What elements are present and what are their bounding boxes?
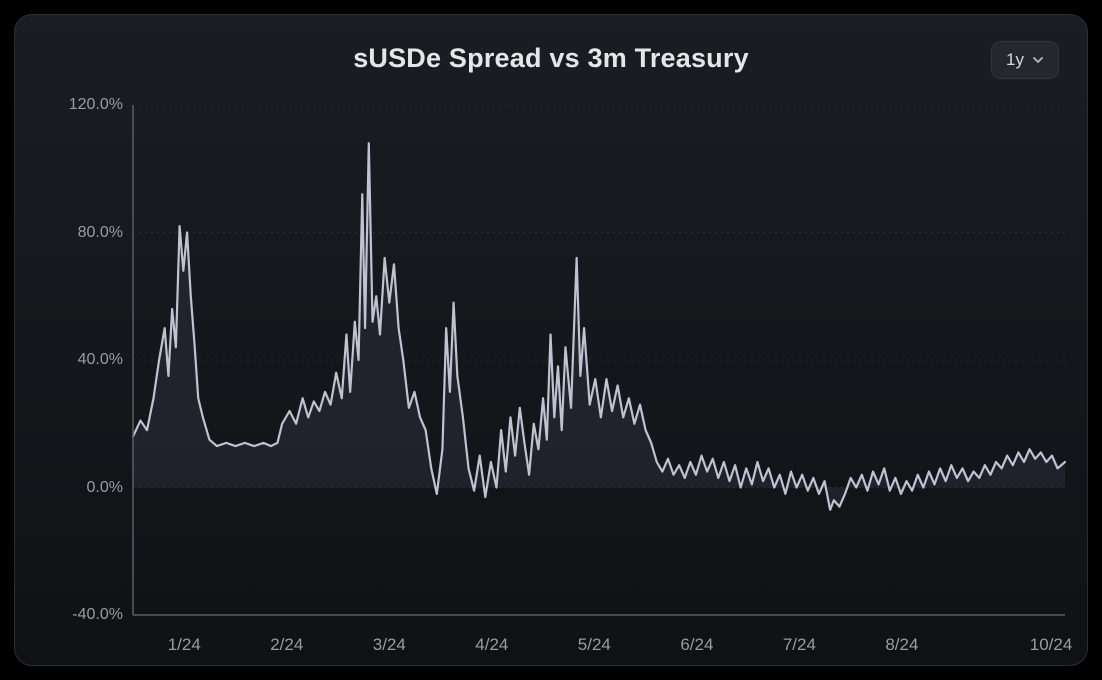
x-tick-label: 7/24 [783, 635, 816, 655]
chevron-down-icon [1032, 54, 1044, 66]
chart-title: sUSDe Spread vs 3m Treasury [353, 43, 749, 74]
x-tick-label: 6/24 [680, 635, 713, 655]
plot-area: -40.0%0.0%40.0%80.0%120.0% 1/242/243/244… [15, 105, 1087, 655]
chart-card: sUSDe Spread vs 3m Treasury 1y -40.0%0.0… [14, 14, 1088, 666]
x-tick-label: 1/24 [168, 635, 201, 655]
x-axis-labels: 1/24 2/24 3/24 4/24 5/24 6/24 7/24 8/24 10/24 [15, 613, 1087, 655]
x-tick-label: 2/24 [270, 635, 303, 655]
time-range-value: 1y [1006, 50, 1024, 70]
x-tick-label: 3/24 [373, 635, 406, 655]
x-tick-label: 8/24 [885, 635, 918, 655]
x-tick-label: 5/24 [578, 635, 611, 655]
chart-svg [15, 105, 1089, 657]
chart-header: sUSDe Spread vs 3m Treasury [15, 43, 1087, 74]
time-range-selector[interactable]: 1y [991, 41, 1059, 79]
x-tick-label: 4/24 [475, 635, 508, 655]
x-tick-label: 10/24 [1030, 635, 1073, 655]
